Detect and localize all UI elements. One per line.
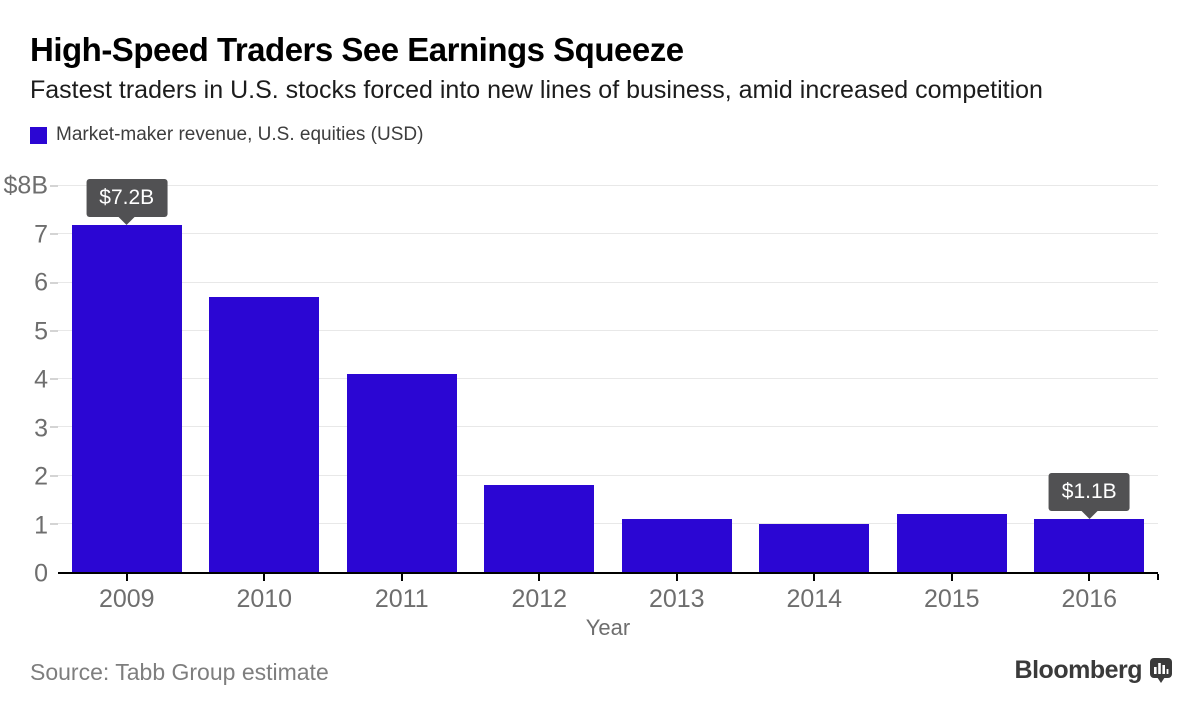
gridline bbox=[58, 522, 1158, 524]
gridline bbox=[58, 233, 1158, 235]
bar-2012[interactable] bbox=[484, 485, 595, 572]
x-axis-tick bbox=[538, 574, 541, 581]
y-axis-tick bbox=[50, 281, 58, 284]
y-tick-label: 0 bbox=[34, 559, 48, 588]
axis-end-tick bbox=[1157, 574, 1159, 580]
y-tick-label: 4 bbox=[34, 365, 48, 394]
gridline bbox=[58, 426, 1158, 428]
gridline bbox=[58, 185, 1158, 186]
y-tick-label: 5 bbox=[34, 317, 48, 345]
x-axis-title: Year bbox=[585, 615, 631, 640]
x-axis-tick bbox=[813, 574, 816, 581]
x-tick-label: 2011 bbox=[374, 585, 429, 613]
bar-slot bbox=[746, 186, 884, 581]
y-axis-tick bbox=[50, 185, 58, 187]
x-axis-tick bbox=[263, 574, 266, 581]
x-tick-label: 2015 bbox=[923, 585, 980, 613]
bars-row bbox=[58, 186, 1159, 581]
chart-subtitle: Fastest traders in U.S. stocks forced in… bbox=[30, 76, 1043, 104]
bar-2013[interactable] bbox=[621, 518, 732, 572]
x-axis-tick bbox=[675, 574, 678, 581]
bloomberg-wordmark: Bloomberg bbox=[1014, 656, 1143, 684]
y-axis-tick bbox=[50, 522, 58, 525]
legend-swatch bbox=[30, 126, 47, 144]
y-axis-tick bbox=[50, 233, 58, 236]
chart-title: High-Speed Traders See Earnings Squeeze bbox=[30, 31, 684, 68]
y-tick-label: 2 bbox=[34, 462, 48, 491]
y-tick-label: $8B bbox=[3, 171, 48, 200]
y-axis-tick bbox=[50, 474, 58, 477]
tooltip-label: $1.1B bbox=[1048, 472, 1130, 511]
y-axis-tick bbox=[50, 329, 58, 332]
tooltip-label: $7.2B bbox=[86, 178, 168, 217]
x-axis-tick bbox=[125, 574, 128, 581]
y-tick-label: 6 bbox=[34, 268, 48, 297]
bar-slot bbox=[608, 186, 746, 581]
gridline bbox=[58, 329, 1158, 331]
x-tick-label: 2014 bbox=[786, 585, 843, 613]
bar-2016[interactable] bbox=[1034, 518, 1145, 572]
tooltip-2016: $1.1B bbox=[1048, 472, 1130, 519]
gridline bbox=[58, 474, 1158, 476]
y-axis-tick bbox=[50, 378, 58, 380]
bloomberg-chart-bubble-icon bbox=[1150, 657, 1172, 683]
y-axis-tick bbox=[50, 426, 58, 429]
y-tick-label: 7 bbox=[34, 220, 48, 248]
bar-slot bbox=[196, 186, 334, 581]
bar-slot bbox=[333, 186, 471, 581]
bloomberg-logo: Bloomberg bbox=[1015, 656, 1172, 685]
bar-2014[interactable] bbox=[759, 523, 870, 572]
x-tick-label: 2009 bbox=[98, 585, 155, 613]
source-note: Source: Tabb Group estimate bbox=[30, 659, 329, 685]
x-axis-tick bbox=[1088, 574, 1091, 581]
bar-slot bbox=[1021, 186, 1159, 581]
bar-2010[interactable] bbox=[209, 296, 320, 572]
x-tick-label: 2010 bbox=[236, 585, 293, 613]
y-tick-label: 1 bbox=[34, 511, 48, 539]
legend-label: Market-maker revenue, U.S. equities (USD… bbox=[56, 124, 424, 145]
legend: Market-maker revenue, U.S. equities (USD… bbox=[30, 124, 423, 146]
gridline bbox=[58, 378, 1158, 379]
x-tick-label: 2016 bbox=[1061, 585, 1118, 613]
bar-2015[interactable] bbox=[896, 514, 1007, 572]
x-axis-labels: 2009 2010 2011 2012 2013 2014 2015 2016 bbox=[58, 585, 1158, 614]
x-tick-label: 2013 bbox=[648, 585, 705, 613]
bar-slot bbox=[883, 186, 1021, 581]
bar-2009[interactable] bbox=[71, 224, 182, 572]
tooltip-arrow bbox=[118, 216, 135, 225]
tooltip-arrow bbox=[1081, 510, 1098, 519]
y-tick-label: 3 bbox=[34, 414, 48, 442]
bar-slot bbox=[58, 186, 196, 581]
tooltip-2009: $7.2B bbox=[86, 178, 168, 225]
x-tick-label: 2012 bbox=[511, 585, 568, 613]
plot-area: $7.2B $1.1B bbox=[50, 178, 1159, 581]
y-axis-labels: 0 1 2 3 4 5 6 7 $8B bbox=[0, 173, 54, 586]
bar-slot bbox=[471, 186, 609, 581]
x-axis-tick bbox=[400, 574, 403, 581]
gridline bbox=[58, 281, 1158, 283]
bar-2011[interactable] bbox=[346, 374, 457, 572]
x-axis-tick bbox=[950, 574, 953, 581]
